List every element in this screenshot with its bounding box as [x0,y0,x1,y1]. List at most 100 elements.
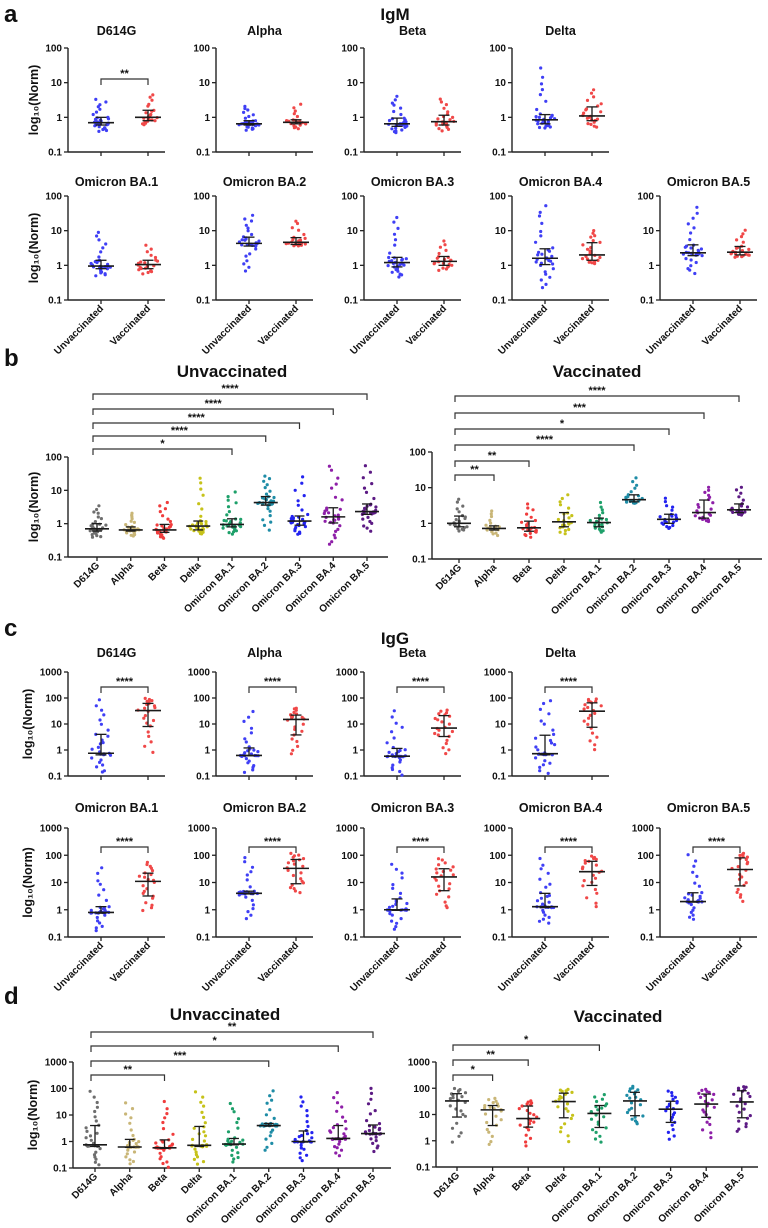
group-unvaccinated [532,699,558,780]
data-point [457,510,461,514]
data-point [362,486,367,490]
data-point [263,486,267,490]
data-point [399,112,403,117]
panel-igm-omicron-ba-2: 0.1 1 10 100 Omicron BA.2 Unvaccinated Vaccina… [193,175,313,357]
data-point [343,1134,347,1138]
data-point [93,1109,97,1114]
group-unvaccinated [236,709,262,780]
data-point [310,1131,314,1135]
data-point [671,523,675,528]
data-point [400,871,404,875]
data-point [550,254,554,258]
data-point [92,531,96,535]
data-point [540,286,545,290]
data-point [96,511,100,515]
data-point [697,1091,701,1095]
y-tick-label: 0.1 [196,148,210,159]
data-point [391,886,395,891]
data-point [395,215,399,220]
data-point [494,531,498,535]
data-point [234,1145,239,1149]
data-point [444,741,448,746]
y-tick-label: 0.1 [416,1163,430,1174]
data-point [99,517,103,521]
data-point [448,1097,452,1101]
y-tick-label: 100 [489,694,506,705]
data-point [269,520,273,524]
y-tick-label: 100 [45,694,62,705]
data-point [292,124,296,128]
data-point [524,1140,528,1144]
data-point [711,501,715,505]
data-point [673,1095,678,1099]
data-point [150,699,154,703]
y-tick-label: 0.1 [344,772,358,783]
data-point [226,1130,231,1134]
data-point [558,503,563,507]
data-point [707,493,711,497]
data-point [443,243,447,247]
data-point [94,110,99,114]
data-point [90,756,94,760]
data-point [129,533,133,537]
y-tick-label: 1000 [40,824,63,835]
y-tick-label: 1 [204,746,210,757]
panel-igm-alpha: 0.1 1 10 100 Alpha [193,24,313,159]
data-point [692,226,696,230]
group-unvaccinated [88,698,114,780]
data-point [433,731,437,736]
panel-title: D614G [97,24,137,38]
data-point [100,708,104,712]
significance-bracket: ** [454,464,495,481]
data-point [225,513,229,517]
data-point [459,1109,463,1113]
data-point [737,495,741,499]
data-point [559,1130,563,1134]
data-point [149,740,153,744]
data-point [463,515,467,519]
data-point [271,1128,275,1132]
data-point [582,111,586,115]
significance-bracket: **** [692,836,741,853]
data-point [449,1092,454,1096]
data-point [256,750,260,754]
data-point [299,1143,303,1147]
data-point [141,908,145,913]
data-point [560,496,564,501]
y-tick-label: 0.1 [48,296,62,307]
data-point [700,1088,704,1092]
data-point [558,1088,563,1092]
data-point [589,122,593,126]
data-point [591,231,595,235]
data-point [106,115,110,119]
data-point [456,527,460,531]
x-tick-label: Unvaccinated [348,303,402,357]
data-point [523,533,527,537]
data-point [592,124,596,128]
y-tick-label: 100 [50,1084,67,1095]
data-point [463,1091,468,1095]
y-tick-label: 1 [204,113,210,124]
significance-label: **** [188,412,206,424]
data-point [301,722,305,726]
data-point [631,1084,635,1088]
data-point [675,1100,679,1104]
data-point [286,868,290,873]
data-point [526,502,530,506]
data-point [520,520,524,524]
data-point [744,857,748,862]
data-point [363,464,367,468]
data-point [341,1115,345,1119]
panel-title: Omicron BA.1 [75,801,158,815]
data-point [538,856,542,861]
data-point [331,1126,335,1130]
significance-bracket: * [452,1064,494,1081]
data-point [583,859,587,863]
y-tick-label: 10 [51,878,63,889]
data-point [696,248,700,252]
data-point [566,493,570,497]
data-point [95,1131,99,1135]
data-point [390,270,394,274]
data-point [369,529,373,533]
data-point [251,213,255,217]
